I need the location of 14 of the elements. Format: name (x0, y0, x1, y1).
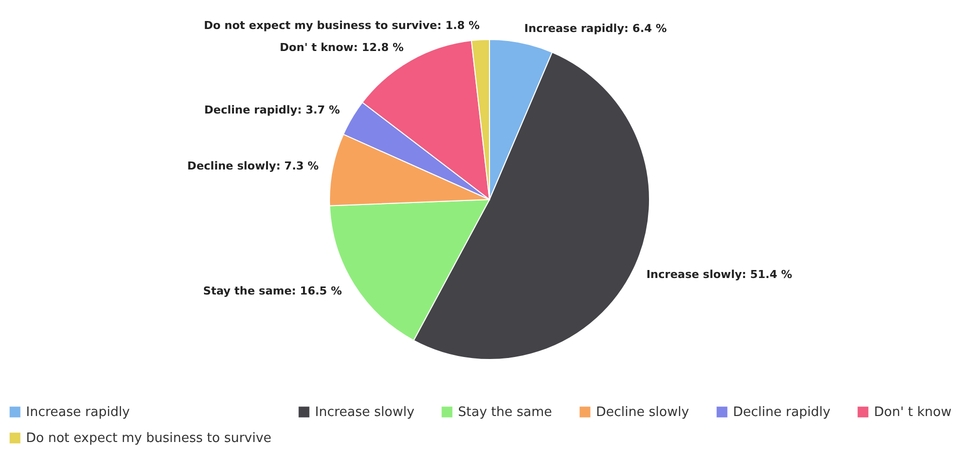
data-label: Decline rapidly: 3.7 % (204, 104, 340, 117)
legend-label: Increase rapidly (26, 405, 130, 420)
legend-label: Decline rapidly (733, 405, 831, 420)
legend-label: Increase slowly (315, 405, 415, 420)
legend-label: Stay the same (458, 405, 552, 420)
data-label: Decline slowly: 7.3 % (187, 160, 319, 173)
legend-label: Decline slowly (596, 405, 690, 420)
legend-label: Don' t know (874, 405, 952, 420)
data-label: Increase rapidly: 6.4 % (524, 22, 667, 36)
data-label: Do not expect my business to survive: 1.8 % (204, 18, 480, 32)
data-label: Increase slowly: 51.4 % (646, 268, 792, 281)
data-label: Don' t know: 12.8 % (280, 41, 404, 54)
legend-label: Do not expect my business to survive (26, 431, 272, 446)
data-label: Stay the same: 16.5 % (203, 284, 342, 298)
